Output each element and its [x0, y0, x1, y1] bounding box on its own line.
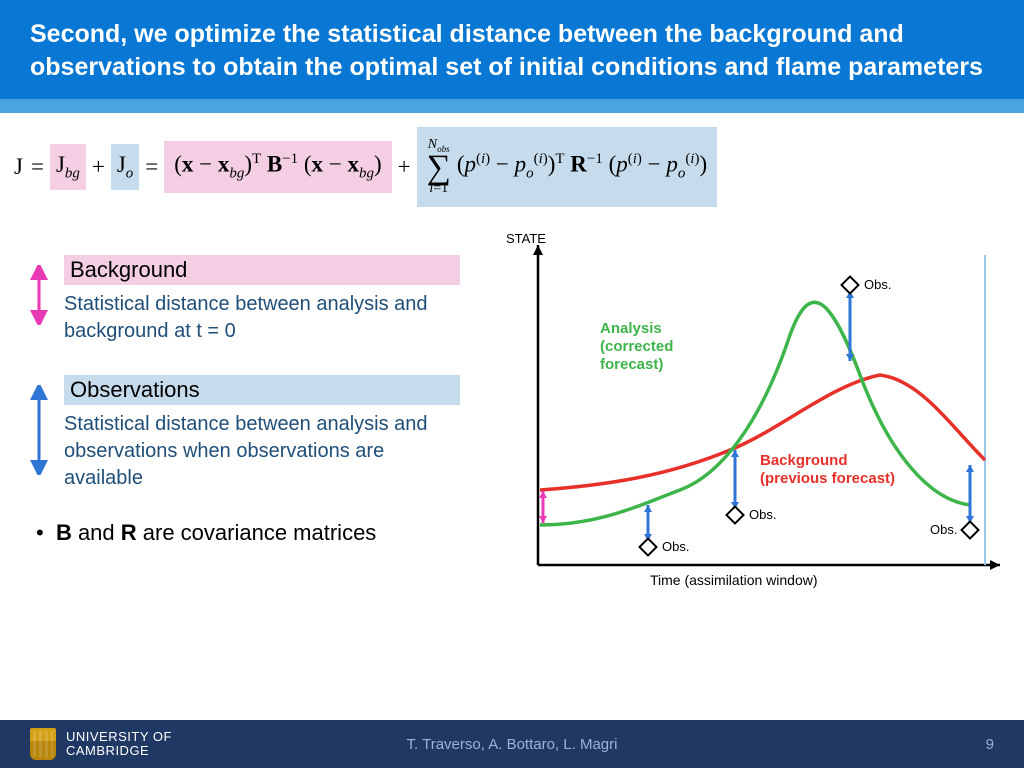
slide-header: Second, we optimize the statistical dist…	[0, 0, 1024, 99]
covariance-bullet: • B and R are covariance matrices	[36, 520, 460, 546]
authors: T. Traverso, A. Bottaro, L. Magri	[407, 736, 618, 753]
svg-text:Obs.: Obs.	[930, 522, 957, 537]
cost-function-equation: J = Jbg + Jo = (x − xbg)T B−1 (x − xbg) …	[0, 113, 1024, 215]
svg-text:Time (assimilation window): Time (assimilation window)	[650, 572, 818, 588]
legend-background: Background Statistical distance between …	[30, 255, 460, 345]
eq-equals: =	[29, 146, 46, 188]
svg-text:STATE: STATE	[506, 231, 546, 246]
background-description: Statistical distance between analysis an…	[64, 291, 460, 345]
svg-text:Obs.: Obs.	[864, 277, 891, 292]
university-name: UNIVERSITY OFCAMBRIDGE	[66, 730, 172, 759]
eq-obs-term: Nobs ∑ i=1 (p(i) − po(i))T R−1 (p(i) − p…	[417, 127, 718, 207]
background-label: Background	[64, 255, 460, 285]
observations-description: Statistical distance between analysis an…	[64, 411, 460, 492]
eq-plus2: +	[396, 146, 413, 188]
svg-text:Obs.: Obs.	[749, 507, 776, 522]
content-area: Background Statistical distance between …	[0, 215, 1024, 595]
university-logo: UNIVERSITY OFCAMBRIDGE	[30, 728, 172, 760]
eq-J: J	[12, 146, 25, 188]
eq-Jbg: Jbg	[50, 144, 86, 191]
legend-column: Background Statistical distance between …	[30, 225, 460, 595]
eq-plus1: +	[90, 146, 107, 188]
blue-arrow-icon	[30, 375, 48, 480]
magenta-arrow-icon	[30, 255, 48, 330]
header-accent	[0, 99, 1024, 113]
page-number: 9	[986, 736, 994, 753]
eq-Jo: Jo	[111, 144, 139, 191]
shield-icon	[30, 728, 56, 760]
slide-title: Second, we optimize the statistical dist…	[30, 18, 994, 83]
svg-text:Obs.: Obs.	[662, 539, 689, 554]
legend-observations: Observations Statistical distance betwee…	[30, 375, 460, 492]
slide-footer: UNIVERSITY OFCAMBRIDGE T. Traverso, A. B…	[0, 720, 1024, 768]
observations-label: Observations	[64, 375, 460, 405]
eq-equals2: =	[143, 146, 160, 188]
svg-text:Background(previous forecast): Background(previous forecast)	[760, 452, 895, 487]
svg-text:Analysis(correctedforecast): Analysis(correctedforecast)	[600, 320, 673, 373]
eq-bg-term: (x − xbg)T B−1 (x − xbg)	[164, 141, 391, 192]
assimilation-chart: STATE Time (assimilation window) Analysis(…	[480, 225, 1010, 595]
